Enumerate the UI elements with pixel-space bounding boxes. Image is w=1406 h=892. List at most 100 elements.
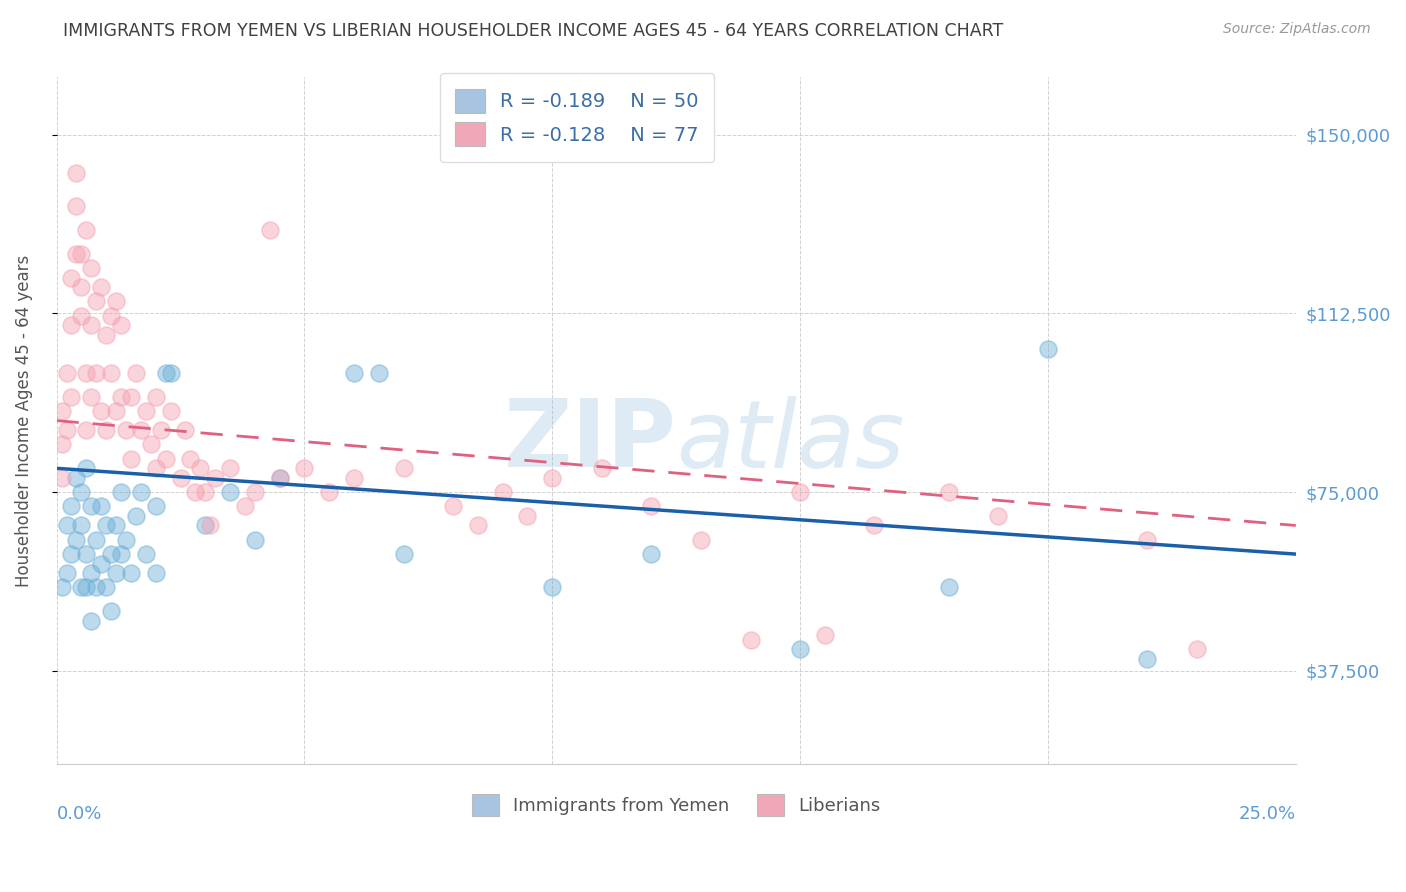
Point — [516, 508, 538, 523]
Point — [60, 547, 83, 561]
Point — [80, 566, 103, 581]
Point — [75, 423, 97, 437]
Point — [938, 485, 960, 500]
Point — [100, 604, 122, 618]
Point — [96, 423, 118, 437]
Point — [640, 500, 662, 514]
Point — [145, 390, 167, 404]
Point — [194, 518, 217, 533]
Legend: Immigrants from Yemen, Liberians: Immigrants from Yemen, Liberians — [464, 787, 887, 823]
Point — [200, 518, 222, 533]
Point — [75, 547, 97, 561]
Point — [863, 518, 886, 533]
Point — [100, 309, 122, 323]
Point — [294, 461, 316, 475]
Point — [96, 518, 118, 533]
Point — [84, 581, 107, 595]
Point — [318, 485, 340, 500]
Point — [96, 581, 118, 595]
Point — [194, 485, 217, 500]
Point — [1136, 652, 1159, 666]
Point — [269, 471, 291, 485]
Point — [149, 423, 172, 437]
Point — [1136, 533, 1159, 547]
Point — [55, 518, 77, 533]
Point — [84, 533, 107, 547]
Point — [70, 280, 93, 294]
Point — [219, 485, 242, 500]
Point — [1036, 342, 1059, 356]
Point — [51, 404, 73, 418]
Point — [55, 566, 77, 581]
Point — [987, 508, 1010, 523]
Point — [90, 557, 112, 571]
Point — [70, 309, 93, 323]
Point — [145, 566, 167, 581]
Point — [155, 366, 177, 380]
Text: Source: ZipAtlas.com: Source: ZipAtlas.com — [1223, 22, 1371, 37]
Point — [243, 485, 266, 500]
Point — [789, 642, 811, 657]
Point — [105, 294, 128, 309]
Point — [105, 404, 128, 418]
Point — [179, 451, 201, 466]
Point — [110, 318, 132, 333]
Point — [467, 518, 489, 533]
Point — [343, 471, 366, 485]
Point — [492, 485, 515, 500]
Point — [110, 485, 132, 500]
Point — [90, 500, 112, 514]
Point — [84, 366, 107, 380]
Point — [591, 461, 613, 475]
Point — [51, 471, 73, 485]
Point — [70, 485, 93, 500]
Point — [159, 404, 181, 418]
Point — [120, 390, 142, 404]
Point — [259, 223, 281, 237]
Point — [145, 461, 167, 475]
Point — [51, 437, 73, 451]
Text: 25.0%: 25.0% — [1239, 805, 1296, 823]
Point — [96, 327, 118, 342]
Point — [135, 404, 157, 418]
Point — [115, 533, 138, 547]
Point — [155, 451, 177, 466]
Point — [690, 533, 713, 547]
Point — [65, 533, 87, 547]
Point — [65, 199, 87, 213]
Point — [219, 461, 242, 475]
Point — [110, 547, 132, 561]
Point — [70, 247, 93, 261]
Point — [129, 485, 152, 500]
Point — [75, 223, 97, 237]
Point — [740, 632, 762, 647]
Point — [60, 390, 83, 404]
Point — [125, 366, 148, 380]
Point — [84, 294, 107, 309]
Point — [80, 261, 103, 276]
Point — [80, 500, 103, 514]
Point — [269, 471, 291, 485]
Point — [789, 485, 811, 500]
Point — [125, 508, 148, 523]
Point — [65, 471, 87, 485]
Point — [100, 547, 122, 561]
Point — [75, 366, 97, 380]
Point — [233, 500, 256, 514]
Point — [640, 547, 662, 561]
Text: 0.0%: 0.0% — [56, 805, 103, 823]
Point — [60, 270, 83, 285]
Text: atlas: atlas — [676, 396, 904, 487]
Point — [80, 614, 103, 628]
Point — [169, 471, 191, 485]
Point — [75, 581, 97, 595]
Point — [139, 437, 162, 451]
Text: IMMIGRANTS FROM YEMEN VS LIBERIAN HOUSEHOLDER INCOME AGES 45 - 64 YEARS CORRELAT: IMMIGRANTS FROM YEMEN VS LIBERIAN HOUSEH… — [63, 22, 1004, 40]
Point — [51, 581, 73, 595]
Point — [392, 547, 415, 561]
Point — [188, 461, 211, 475]
Point — [120, 451, 142, 466]
Text: ZIP: ZIP — [503, 395, 676, 487]
Point — [75, 461, 97, 475]
Point — [174, 423, 197, 437]
